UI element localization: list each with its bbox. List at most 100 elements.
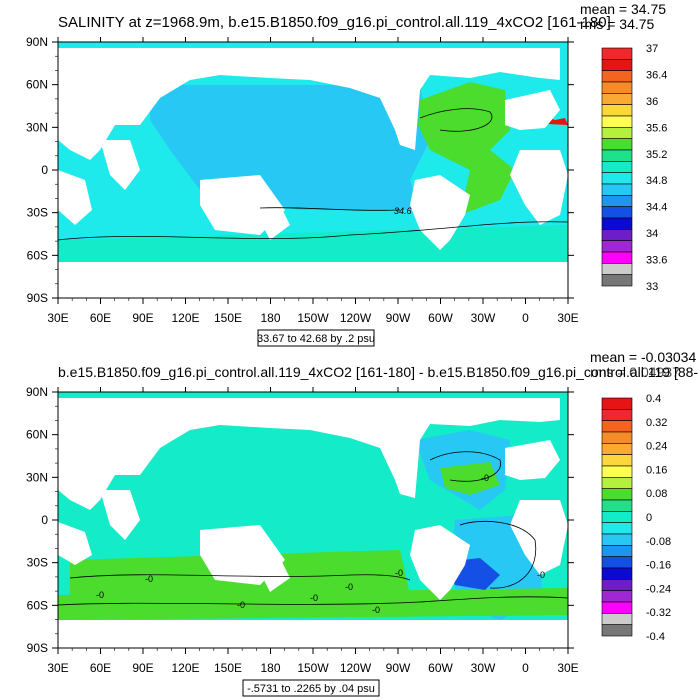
colorbar-swatch: [601, 613, 633, 625]
colorbar-swatch: [601, 556, 633, 569]
y-tick-label: 60N: [26, 78, 48, 92]
contour-label: -0: [237, 600, 245, 610]
colorbar-label: 34.4: [646, 202, 667, 214]
colorbar-swatch: [601, 195, 633, 207]
colorbar-swatch: [601, 533, 633, 546]
colorbar-swatch: [601, 115, 633, 128]
axis-ticks: 30E 60E 90E 120E 150E 180 150W 120W 90W 60W 30W 0 30…: [26, 385, 579, 675]
x-tick-label: 60W: [428, 661, 453, 675]
colorbar-swatch: [601, 567, 633, 580]
x-tick-label: 120W: [340, 661, 372, 675]
land-mask: [58, 48, 568, 298]
colorbar-swatch: [601, 420, 633, 433]
x-tick-label: 120E: [171, 661, 199, 675]
chart-title: SALINITY at z=1968.9m, b.e15.B1850.f09_g…: [58, 14, 611, 31]
y-tick-label: 0: [41, 513, 48, 527]
x-tick-label: 60E: [90, 311, 111, 325]
contour-label: -0: [372, 605, 380, 615]
y-tick-label: 90S: [27, 641, 48, 655]
x-tick-label: 90E: [132, 311, 153, 325]
x-tick-label: 90W: [386, 661, 411, 675]
range-label: -.5731 to .2265 by .04 psu: [247, 683, 375, 695]
colorbar-swatch: [601, 93, 633, 105]
y-tick-label: 30N: [26, 120, 48, 134]
colorbar-swatch: [601, 229, 633, 241]
colorbar-swatch: [601, 127, 633, 139]
colorbar-swatch: [601, 477, 633, 489]
x-tick-label: 30E: [47, 661, 68, 675]
y-tick-label: 30S: [27, 556, 48, 570]
colorbar-swatch: [601, 217, 633, 230]
y-tick-label: 30S: [27, 206, 48, 220]
colorbar-swatch: [601, 59, 633, 71]
x-tick-label: 120W: [340, 311, 372, 325]
x-tick-label: 30W: [471, 311, 496, 325]
colorbar-label: 36.4: [646, 69, 667, 81]
colorbar-swatch: [601, 161, 633, 173]
salinity-panel: SALINITY at z=1968.9m, b.e15.B1850.f09_g…: [26, 1, 667, 347]
y-tick-label: 0: [41, 163, 48, 177]
contour-label: -0: [481, 473, 489, 483]
colorbar-swatch: [601, 488, 633, 501]
colorbar-label: 37: [646, 43, 658, 55]
colorbar-label: -0.08: [646, 536, 671, 548]
contour-label: 34.6: [394, 206, 412, 216]
colorbar-label: 33.6: [646, 255, 667, 267]
colorbar-swatch: [601, 511, 633, 523]
colorbar-swatch: [601, 465, 633, 478]
colorbar-swatch: [601, 138, 633, 151]
colorbar-swatch: [601, 409, 633, 421]
stat-mean: mean = 34.75: [580, 1, 666, 17]
contour-line: [58, 221, 568, 241]
colorbar-label: -0.32: [646, 607, 671, 619]
y-tick-label: 60S: [27, 248, 48, 262]
x-tick-label: 120E: [171, 311, 199, 325]
stat-rms: rms = 34.75: [580, 16, 655, 32]
x-tick-label: 30W: [471, 661, 496, 675]
axis-ticks: 30E 60E 90E 120E 150E 180 150W 120W 90W 60W 30W 0 30…: [26, 35, 579, 325]
colorbar: 37 36.4 36 35.6 35.2 34.8 34.4 34 33.6 33: [601, 43, 667, 293]
colorbar-label: 0.16: [646, 464, 667, 476]
contour-line: [69, 574, 411, 581]
contour-line: [419, 108, 493, 132]
contour-label: -0: [145, 574, 153, 584]
x-tick-label: 0: [522, 311, 529, 325]
colorbar-label: -0.4: [646, 631, 665, 643]
contour-label: -0: [345, 582, 353, 592]
colorbar-label: 0.32: [646, 417, 667, 429]
colorbar-swatch: [601, 522, 633, 535]
x-tick-label: 90W: [386, 311, 411, 325]
colorbar-swatch: [601, 183, 633, 196]
contour-line: [429, 451, 501, 482]
contour-label: -0: [537, 570, 545, 580]
colorbar-label: -0.24: [646, 583, 671, 595]
x-tick-label: 180: [260, 661, 280, 675]
x-tick-label: 150E: [214, 661, 242, 675]
colorbar-swatch: [601, 251, 633, 264]
colorbar-swatch: [601, 454, 633, 467]
contour-label: -0: [395, 568, 403, 578]
x-tick-label: 0: [522, 661, 529, 675]
x-tick-label: 60E: [90, 661, 111, 675]
x-tick-label: 90E: [132, 661, 153, 675]
range-box: [257, 329, 375, 347]
y-tick-label: 90N: [26, 35, 48, 49]
stat-rms: rms = 0.04937: [590, 364, 680, 380]
contour-line: [58, 596, 568, 606]
colorbar-swatch: [601, 206, 633, 219]
x-tick-label: 30E: [557, 311, 578, 325]
colorbar-swatch: [601, 104, 633, 117]
y-tick-label: 30N: [26, 470, 48, 484]
atlantic-region: [418, 82, 515, 215]
colorbar-label: 34.8: [646, 175, 667, 187]
x-tick-label: 30E: [47, 311, 68, 325]
colorbar-label: 33: [646, 281, 658, 293]
colorbar-swatch: [601, 590, 633, 603]
range-label: 33.67 to 42.68 by .2 psu: [257, 333, 375, 345]
colorbar: 0.4 0.32 0.24 0.16 0.08 0 -0.08 -0.16 -0.24 -0.32…: [601, 393, 671, 643]
colorbar-swatch: [601, 47, 633, 60]
colorbar-label: -0.16: [646, 560, 671, 572]
colorbar-label: 0.08: [646, 488, 667, 500]
colorbar-label: 36: [646, 96, 658, 108]
stat-mean: mean = -0.03034: [590, 350, 696, 365]
